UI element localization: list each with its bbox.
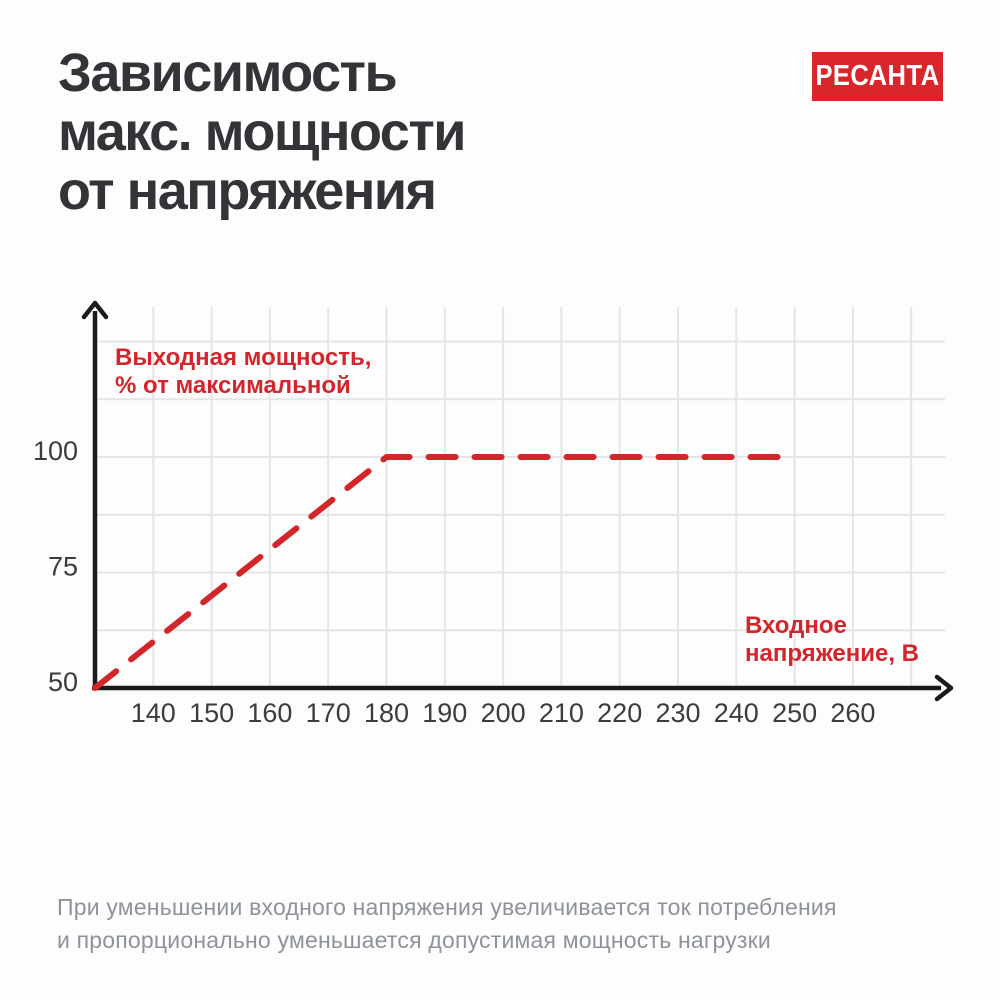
y-tick-label: 75 xyxy=(48,552,78,582)
y-axis-label: Выходная мощность, % от максимальной xyxy=(115,344,371,400)
page-title: Зависимость макс. мощности от напряжения xyxy=(58,43,466,221)
x-tick-label: 260 xyxy=(830,698,875,728)
y-axis-label-line-1: Выходная мощность, xyxy=(115,344,372,371)
y-axis-label-line-2: % от максимальной xyxy=(115,372,351,399)
x-tick-label: 140 xyxy=(131,698,176,728)
x-tick-label: 240 xyxy=(714,698,759,728)
x-axis-label: Входное напряжение, В xyxy=(745,612,919,668)
x-tick-label: 160 xyxy=(247,698,292,728)
brand-logo: РЕСАНТА xyxy=(812,52,943,101)
x-tick-label: 210 xyxy=(539,698,584,728)
x-tick-label: 170 xyxy=(306,698,351,728)
brand-logo-text: РЕСАНТА xyxy=(815,60,940,92)
y-tick-label: 100 xyxy=(33,436,78,466)
y-tick-label: 50 xyxy=(48,667,78,697)
x-tick-label: 230 xyxy=(655,698,700,728)
y-axis-arrow-icon xyxy=(81,300,109,320)
page-title-line-3: от напряжения xyxy=(58,161,437,221)
footer-caption: При уменьшении входного напряжения увели… xyxy=(57,891,837,957)
x-tick-label: 250 xyxy=(772,698,817,728)
x-tick-label: 180 xyxy=(364,698,409,728)
x-tick-label: 200 xyxy=(481,698,526,728)
x-tick-label: 150 xyxy=(189,698,234,728)
x-axis-label-line-2: напряжение, В xyxy=(745,640,919,667)
x-axis-arrow-icon xyxy=(934,674,954,702)
series-line xyxy=(92,454,798,691)
page-title-line-1: Зависимость xyxy=(58,43,398,103)
x-tick-label: 190 xyxy=(422,698,467,728)
footer-caption-line-1: При уменьшении входного напряжения увели… xyxy=(57,894,837,920)
x-tick-label: 220 xyxy=(597,698,642,728)
x-axis-label-line-1: Входное xyxy=(745,612,847,639)
footer-caption-line-2: и пропорционально уменьшается допустимая… xyxy=(57,927,771,953)
page-title-line-2: макс. мощности xyxy=(58,102,466,162)
